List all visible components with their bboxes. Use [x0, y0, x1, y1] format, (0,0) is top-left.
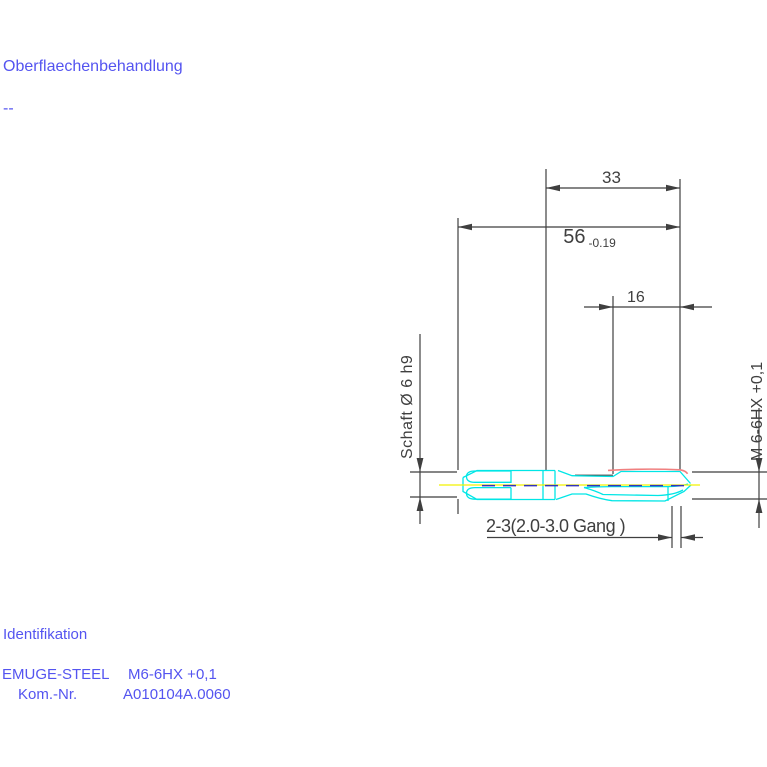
surface-treatment-value: --	[3, 100, 14, 117]
surface-treatment-label: Oberflaechenbehandlung	[3, 58, 183, 75]
thread-spec-label: M 6-6HX +0,1	[749, 361, 766, 461]
overall-length-value: 56	[563, 226, 586, 248]
thread-spec-block: M 6-6HX +0,1 (d=6)	[715, 362, 767, 461]
order-number-value: A010104A.0060	[123, 686, 231, 703]
thread-crest-line	[607, 468, 689, 475]
product-name: EMUGE-STEEL	[2, 666, 110, 683]
product-variant: M6-6HX +0,1	[128, 666, 217, 683]
shank-diameter-label: Schaft Ø 6 h9	[399, 354, 416, 459]
overall-length-tolerance: -0.19	[588, 236, 616, 250]
identification-label: Identifikation	[3, 626, 88, 643]
dimension-overall-length: 56 -0.19	[541, 203, 616, 272]
chamfer-note: 2-3(2.0-3.0 Gang )	[486, 516, 626, 536]
tool-contour	[462, 469, 692, 502]
dimension-partial-length: 16	[627, 289, 645, 306]
dimension-arrowheads	[416, 184, 763, 541]
dimension-thread-length: 33	[602, 168, 621, 187]
order-number-label: Kom.-Nr.	[18, 686, 78, 703]
